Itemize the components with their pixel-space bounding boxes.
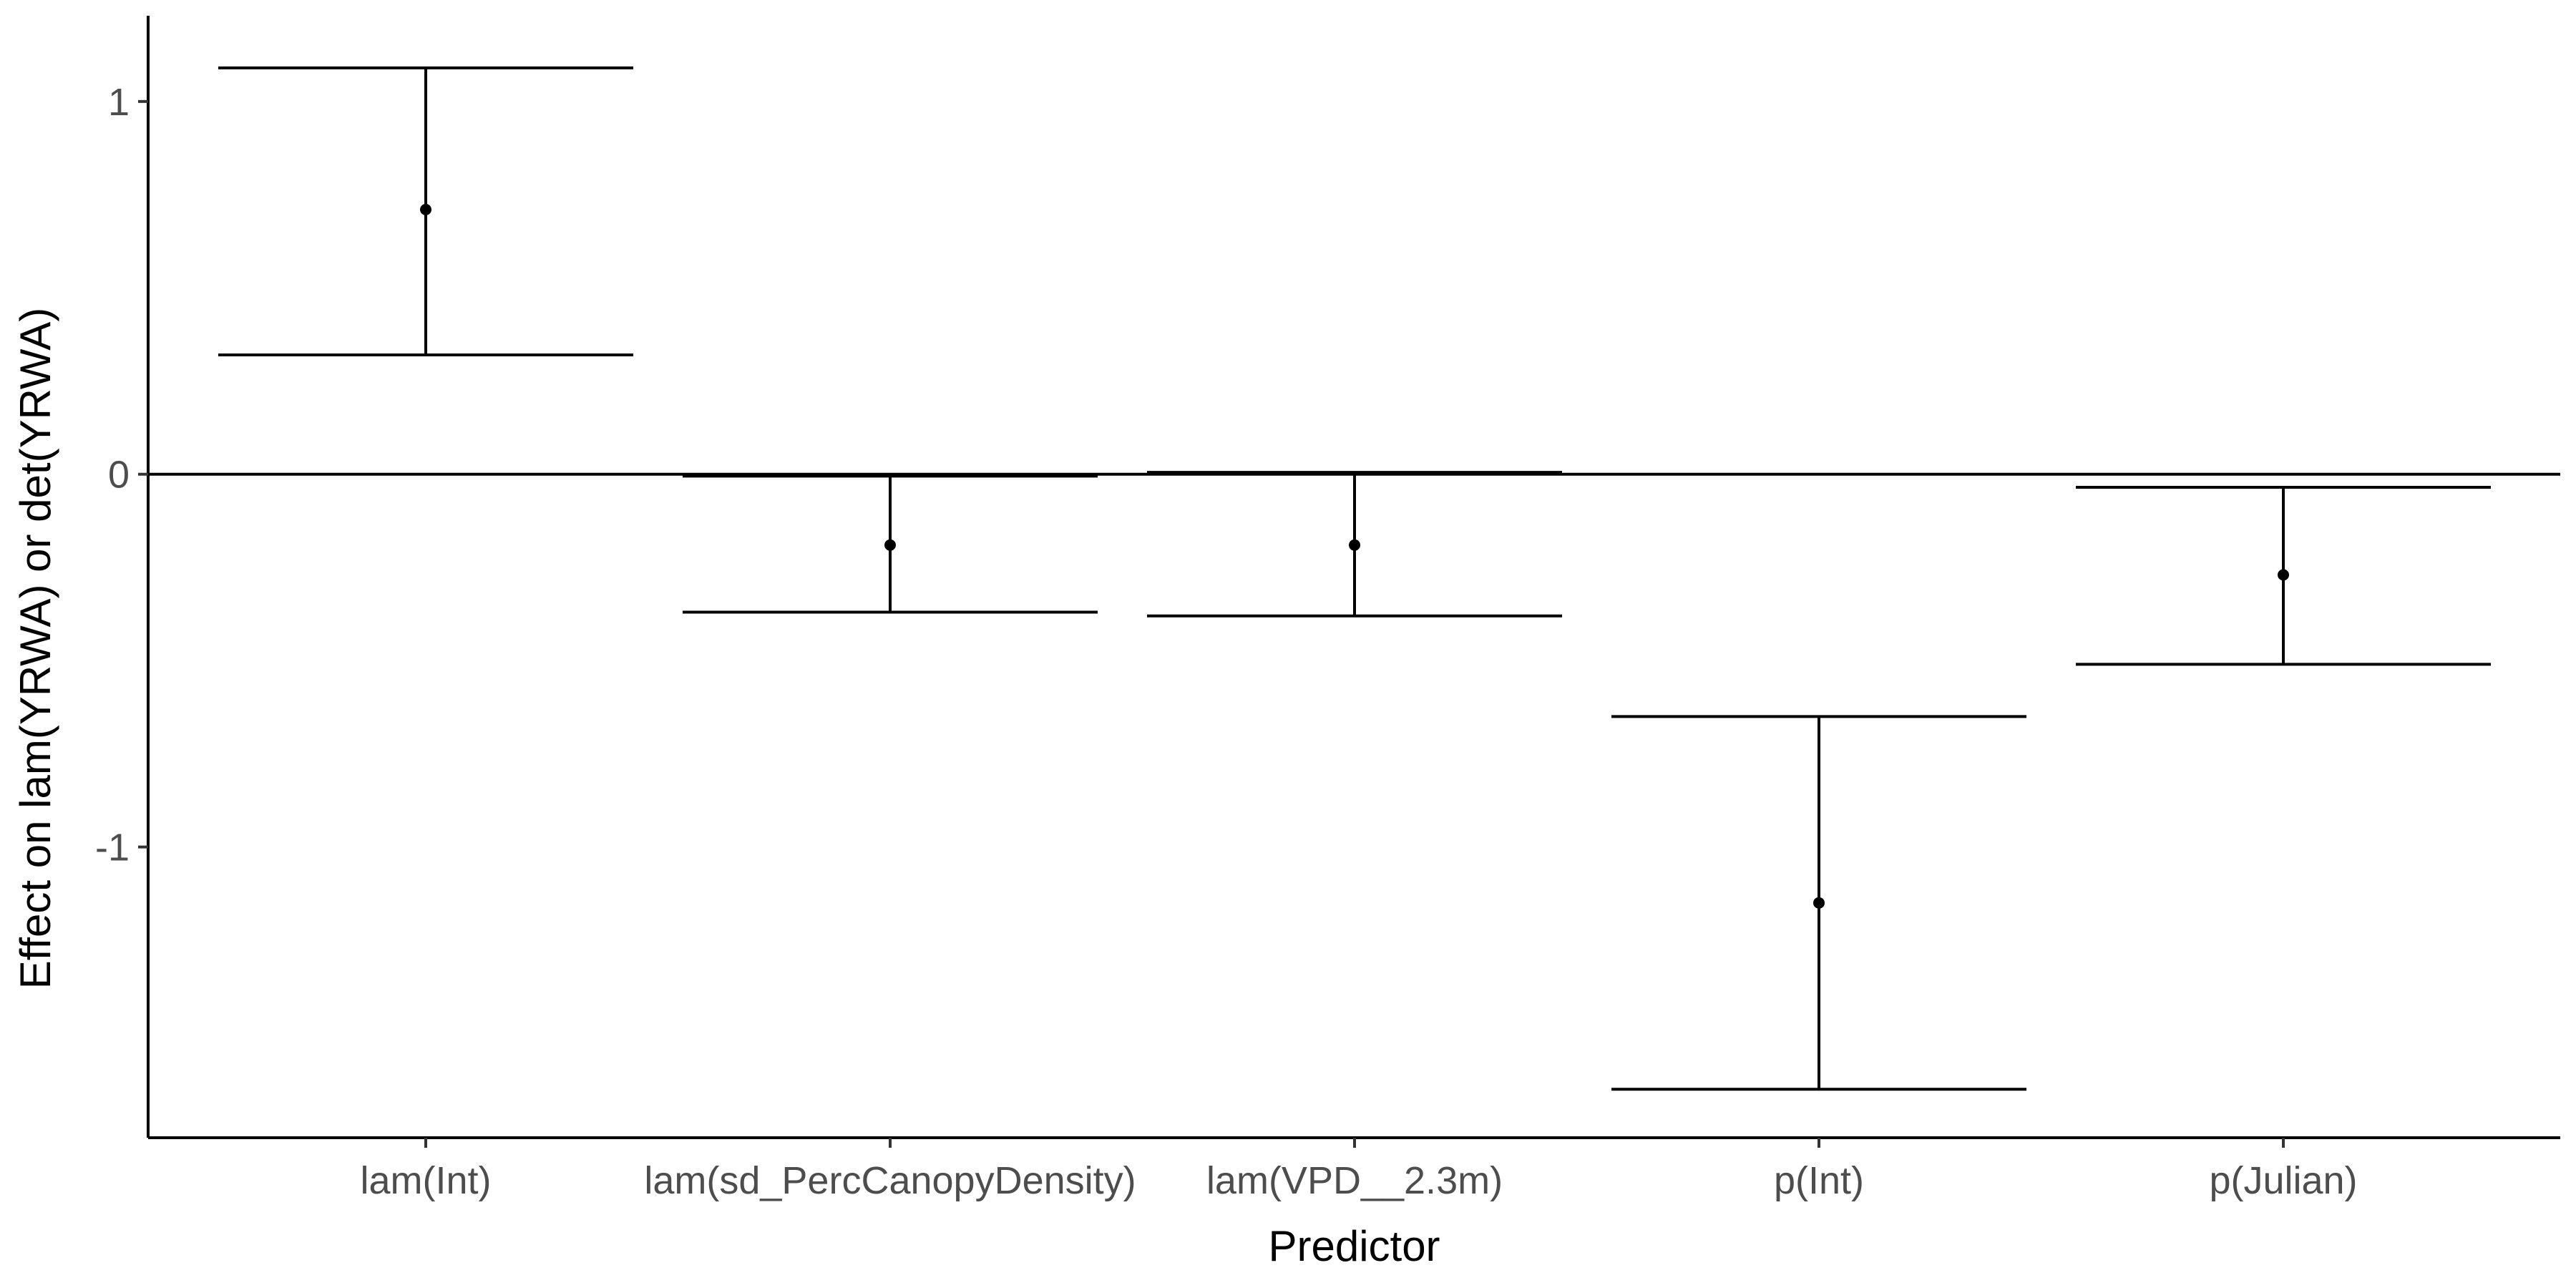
y-axis-title: Effect on lam(YRWA) or det(YRWA) [11, 308, 59, 989]
y-tick-label: 1 [108, 81, 130, 124]
y-tick-label: -1 [95, 826, 130, 869]
x-tick-label: lam(VPD__2.3m) [1206, 1159, 1503, 1202]
y-ticks-layer: 1 0 -1 [95, 81, 148, 869]
y-tick-label: 0 [108, 454, 130, 497]
estimate-point [1349, 539, 1360, 551]
estimate-point [1813, 897, 1825, 909]
x-tick-label: p(Int) [1774, 1159, 1864, 1202]
error-bars-layer [218, 66, 2491, 1091]
estimate-point [2278, 569, 2289, 581]
x-ticks-layer: lam(Int) lam(sd_PercCanopyDensity) lam(VPD… [360, 1138, 2358, 1202]
x-tick-label: lam(Int) [360, 1159, 491, 1202]
x-tick-label: p(Julian) [2209, 1159, 2357, 1202]
x-axis-title: Predictor [1268, 1222, 1440, 1270]
x-tick-label: lam(sd_PercCanopyDensity) [644, 1159, 1136, 1202]
estimate-point [420, 203, 431, 215]
estimate-points-layer [420, 203, 2289, 909]
estimate-point [884, 539, 896, 551]
